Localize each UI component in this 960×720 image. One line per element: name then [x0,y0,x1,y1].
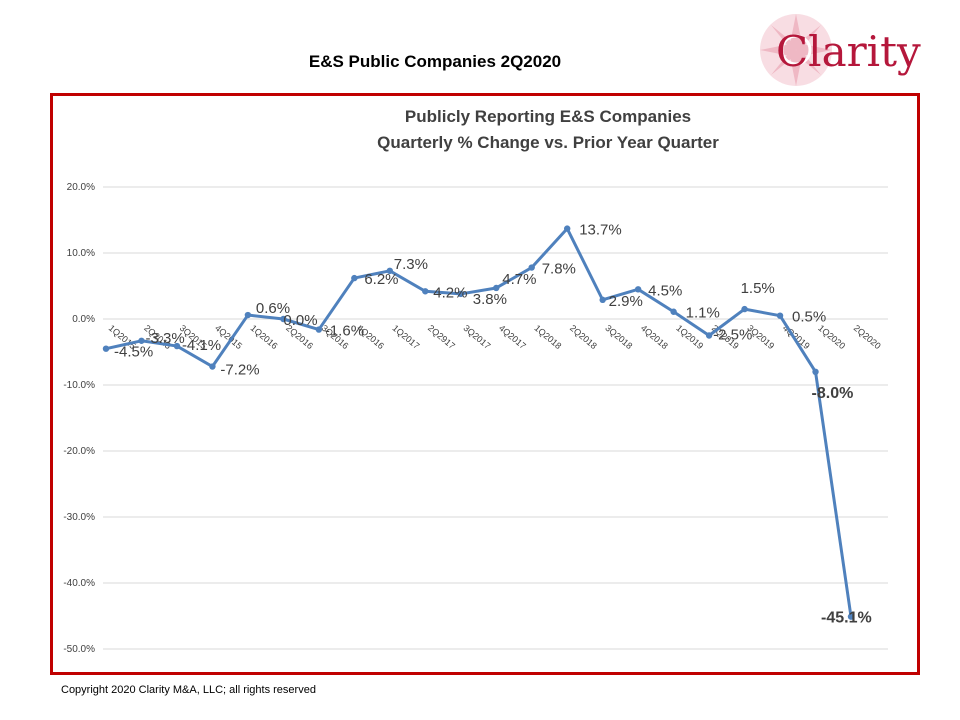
data-point [102,345,110,352]
data-label: 0.0% [283,312,317,329]
clarity-logo: Clarity [760,14,921,86]
data-label: 1.1% [686,305,720,322]
data-label: 7.3% [394,256,428,273]
data-point [776,312,784,319]
x-tick-label: 3Q2018 [603,323,634,351]
x-tick-label: 1Q2016 [249,323,280,351]
data-point [563,225,571,232]
data-label: 4.7% [502,271,536,288]
data-label: 2.9% [609,293,643,310]
x-tick-label: 3Q2017 [461,323,492,351]
x-tick-label: 4Q2018 [639,323,670,351]
data-label: 4.2% [433,284,467,301]
x-tick-label: 1Q2020 [816,323,847,351]
data-label: 7.8% [542,261,576,278]
y-tick-label: 20.0% [67,182,95,193]
data-point [493,284,500,292]
data-label: -8.0% [812,385,854,402]
data-point [812,368,819,375]
y-tick-label: 0.0% [72,314,95,325]
data-point [351,274,358,282]
y-tick-label: -20.0% [63,446,95,457]
data-label: -2.5% [713,327,752,344]
data-point [315,326,323,333]
series-line [105,227,853,617]
logo-text: Clarity [776,27,921,76]
x-tick-label: 4Q2019 [781,323,812,351]
data-label: 4.5% [648,282,682,299]
data-point [209,363,216,370]
data-point [847,613,855,620]
x-tick-label: 1Q2018 [532,323,563,351]
x-tick-label: 2Q2020 [852,323,883,351]
chart-title-line: Quarterly % Change vs. Prior Year Quarte… [377,133,719,152]
data-label: -7.2% [220,362,259,379]
x-tick-label: 1Q2019 [674,323,705,351]
data-label: 0.5% [792,309,826,326]
data-label: -4.5% [114,344,153,361]
data-point [422,288,429,295]
y-tick-label: -30.0% [63,512,95,523]
data-point [244,311,252,319]
chart-frame: Publicly Reporting E&S Companies Quarterl… [50,93,920,675]
x-tick-label: 1Q2017 [391,323,422,351]
data-label: -4.1% [182,337,221,354]
data-point [386,267,394,275]
data-label: -45.1% [821,610,872,627]
data-point [599,296,606,304]
data-label: 1.5% [741,280,775,297]
y-tick-label: -40.0% [63,578,95,589]
data-point [705,332,713,339]
data-point [528,264,535,271]
x-tick-label: 2Q2917 [426,323,457,351]
x-tick-label: 4Q2017 [497,323,528,351]
data-point [741,305,748,313]
data-point [670,308,677,315]
data-point [457,290,464,298]
data-point [280,315,287,323]
y-tick-label: -10.0% [63,380,95,391]
data-label: 3.8% [473,291,507,308]
data-point [634,286,642,293]
data-label: 0.6% [256,300,290,317]
copyright-notice: Copyright 2020 Clarity M&A, LLC; all rig… [61,684,316,696]
data-label: 13.7% [579,222,622,239]
data-point [138,337,145,344]
chart-title-line: Publicly Reporting E&S Companies [405,107,691,126]
x-tick-label: 2Q2018 [568,323,599,351]
line-chart: Publicly Reporting E&S Companies Quarterl… [63,107,888,655]
data-label: 6.2% [364,271,398,288]
data-label: -3.3% [145,330,184,347]
y-tick-label: 10.0% [67,248,95,259]
data-label: -1.6% [325,323,364,340]
compass-rose-icon [760,14,832,86]
page-title: E&S Public Companies 2Q2020 [308,52,562,71]
y-tick-label: -50.0% [63,644,95,655]
data-point [173,342,181,350]
